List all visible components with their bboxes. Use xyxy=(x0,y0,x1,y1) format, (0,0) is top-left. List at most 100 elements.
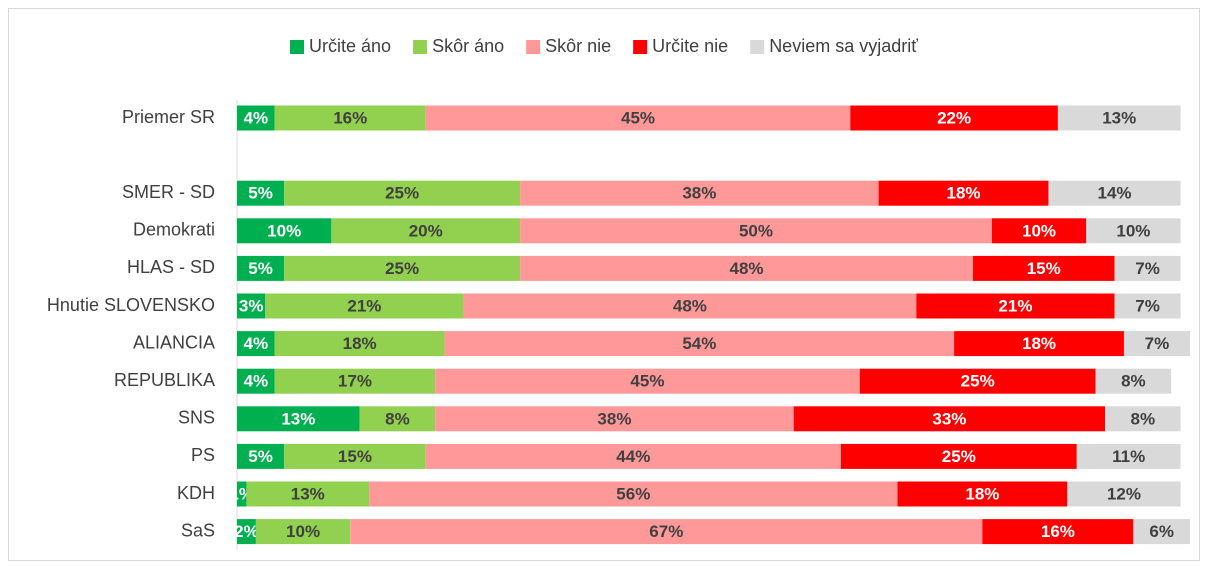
bar-segment xyxy=(1114,255,1181,281)
value-label: 25% xyxy=(961,372,995,391)
bar-segment xyxy=(237,293,266,319)
value-label: 33% xyxy=(932,409,966,428)
bar-segment xyxy=(859,368,1096,394)
value-label: 11% xyxy=(1112,447,1145,466)
value-label: 7% xyxy=(1135,259,1160,278)
bar-segment xyxy=(982,519,1134,545)
bar-segment xyxy=(435,406,794,432)
value-label: 45% xyxy=(630,372,664,391)
value-label: 8% xyxy=(1121,372,1146,391)
y-tick-label: HLAS - SD xyxy=(127,257,215,277)
y-tick-label: SaS xyxy=(181,520,215,540)
value-label: 44% xyxy=(616,447,650,466)
y-tick-label: SMER - SD xyxy=(122,182,215,202)
y-tick-label: SNS xyxy=(178,408,215,428)
value-label: 16% xyxy=(333,108,367,127)
bar-segment xyxy=(1114,293,1181,319)
bar-segment xyxy=(237,105,275,131)
bar-segment xyxy=(850,105,1058,131)
value-label: 5% xyxy=(248,184,273,203)
value-label: 25% xyxy=(385,259,419,278)
bar-segment xyxy=(1123,331,1190,357)
bar-segment xyxy=(237,481,247,507)
value-label: 20% xyxy=(409,221,443,240)
value-label: 13% xyxy=(291,484,325,503)
value-label: 7% xyxy=(1135,296,1160,315)
bar-segment xyxy=(972,255,1115,281)
bar-segment xyxy=(520,218,992,244)
value-label: 21% xyxy=(998,296,1032,315)
bar-segment xyxy=(1105,406,1181,432)
bar-segment xyxy=(444,331,955,357)
value-label: 17% xyxy=(338,372,372,391)
value-label: 5% xyxy=(248,259,273,278)
value-label: 16% xyxy=(1041,522,1075,541)
bar-segment xyxy=(265,293,464,319)
legend-swatch xyxy=(633,40,648,54)
value-label: 12% xyxy=(1107,484,1141,503)
value-label: 3% xyxy=(239,296,264,315)
y-tick-label: KDH xyxy=(177,483,215,503)
value-label: 18% xyxy=(965,484,999,503)
value-label: 18% xyxy=(947,184,981,203)
bar-segment xyxy=(1086,218,1181,244)
bar-segment xyxy=(237,255,285,281)
value-label: 10% xyxy=(286,522,320,541)
legend-label: Určite áno xyxy=(309,36,391,56)
value-label: 25% xyxy=(385,184,419,203)
legend-label: Skôr áno xyxy=(432,36,504,56)
bar-segment xyxy=(331,218,521,244)
value-label: 21% xyxy=(347,296,381,315)
bar-segment xyxy=(246,481,370,507)
bar-segment xyxy=(916,293,1115,319)
bar-segment xyxy=(284,255,521,281)
bar-segment xyxy=(237,519,256,545)
value-label: 38% xyxy=(597,409,631,428)
value-label: 18% xyxy=(1022,334,1056,353)
y-tick-label: Priemer SR xyxy=(122,107,215,127)
value-label: 50% xyxy=(739,221,773,240)
bar-segment xyxy=(463,293,917,319)
bar-segment xyxy=(1133,519,1190,545)
y-tick-label: ALIANCIA xyxy=(133,332,215,352)
bar-segment xyxy=(991,218,1087,244)
value-label: 15% xyxy=(338,447,372,466)
value-label: 48% xyxy=(730,259,764,278)
bar-segment xyxy=(425,443,841,469)
bar-segment xyxy=(284,443,426,469)
bar-segment xyxy=(255,519,351,545)
value-label: 4% xyxy=(244,334,269,353)
value-label: 18% xyxy=(343,334,377,353)
bar-segment xyxy=(1076,443,1181,469)
legend-label: Neviem sa vyjadriť xyxy=(769,36,918,56)
bar-segment xyxy=(897,481,1068,507)
value-label: 54% xyxy=(682,334,716,353)
bar-segment xyxy=(237,218,332,244)
value-label: 8% xyxy=(385,409,410,428)
legend-swatch xyxy=(290,40,305,54)
bar-segment xyxy=(237,180,285,206)
y-tick-label: PS xyxy=(191,445,215,465)
value-label: 22% xyxy=(937,108,971,127)
bar-segment xyxy=(237,368,275,394)
value-label: 67% xyxy=(649,522,683,541)
value-label: 7% xyxy=(1145,334,1170,353)
value-label: 45% xyxy=(621,108,655,127)
bar-segment xyxy=(274,105,426,131)
bar-segment xyxy=(793,406,1106,432)
value-label: 38% xyxy=(682,184,716,203)
chart-border xyxy=(8,8,1200,561)
value-label: 10% xyxy=(1116,221,1150,240)
legend-swatch xyxy=(413,40,428,54)
bar-segment xyxy=(284,180,521,206)
legend-swatch xyxy=(750,40,765,54)
bar-segment xyxy=(425,105,851,131)
bar-segment xyxy=(520,255,973,281)
legend-label: Určite nie xyxy=(652,36,728,56)
bar-segment xyxy=(1057,105,1181,131)
bar-segment xyxy=(350,519,983,545)
bar-segment xyxy=(359,406,436,432)
value-label: 10% xyxy=(1022,221,1056,240)
y-tick-label: Hnutie SLOVENSKO xyxy=(47,295,215,315)
